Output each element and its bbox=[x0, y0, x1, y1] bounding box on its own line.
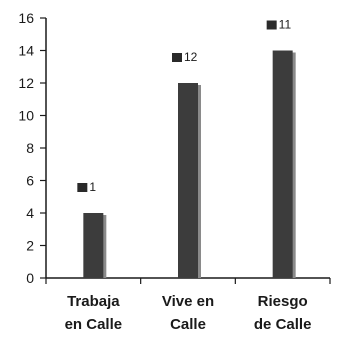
y-tick-label: 14 bbox=[18, 43, 34, 59]
category-labels: Trabaja en Calle Vive en Calle Riesgo de Call… bbox=[65, 293, 312, 333]
x-axis bbox=[45, 277, 331, 284]
category-label: de Calle bbox=[254, 316, 312, 333]
y-tick-label: 2 bbox=[26, 238, 34, 254]
data-label-marker bbox=[77, 183, 88, 192]
y-tick-label: 12 bbox=[18, 75, 34, 91]
bars bbox=[83, 50, 296, 278]
y-tick-label: 4 bbox=[26, 205, 34, 221]
bar bbox=[178, 83, 198, 278]
y-tick-label: 0 bbox=[26, 270, 34, 286]
category-label: en Calle bbox=[65, 316, 123, 333]
y-axis: 0 2 4 6 8 10 12 14 16 bbox=[18, 10, 47, 286]
y-tick-label: 10 bbox=[18, 108, 34, 124]
data-label-marker bbox=[172, 53, 182, 62]
category-label: Vive en bbox=[162, 293, 214, 310]
category-label: Trabaja bbox=[67, 293, 120, 310]
y-tick-label: 8 bbox=[26, 140, 34, 156]
y-tick-label: 16 bbox=[18, 10, 34, 26]
data-label-marker bbox=[266, 20, 277, 30]
bar bbox=[83, 213, 104, 278]
data-label: 12 bbox=[184, 50, 198, 64]
category-label: Calle bbox=[170, 316, 206, 333]
bar bbox=[272, 50, 293, 278]
data-label: 1 bbox=[89, 180, 96, 194]
y-tick-label: 6 bbox=[26, 173, 34, 189]
data-labels: 1 12 11 bbox=[77, 18, 292, 194]
data-label: 11 bbox=[279, 18, 292, 32]
category-label: Riesgo bbox=[258, 293, 308, 310]
